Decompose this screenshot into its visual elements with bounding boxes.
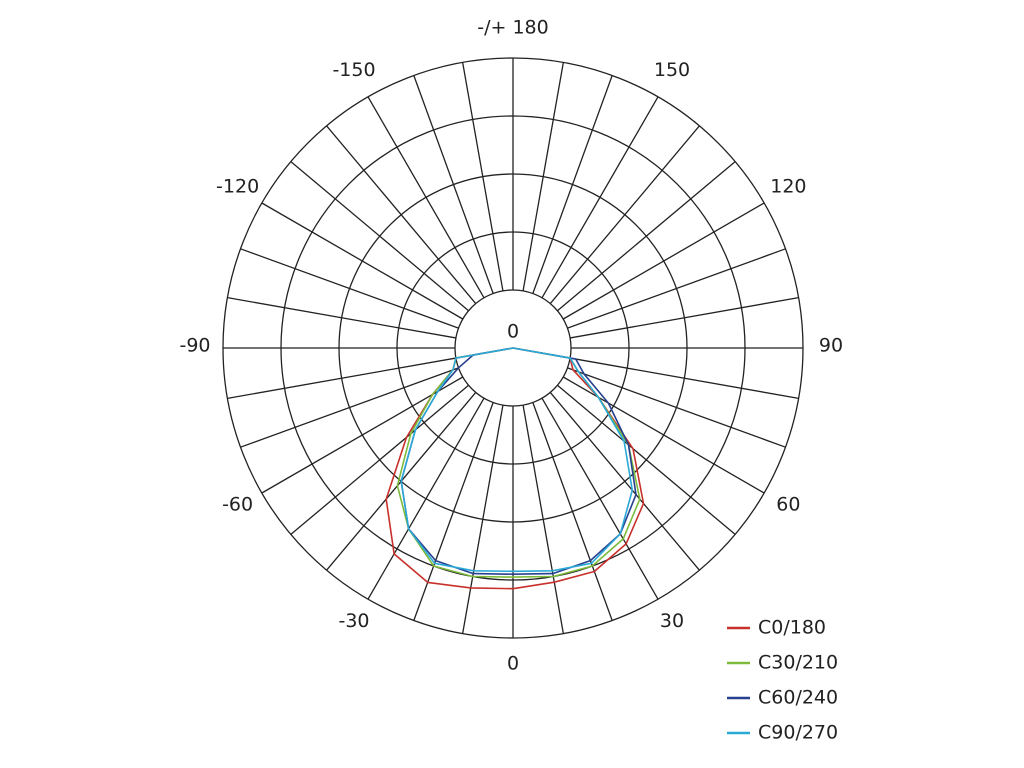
spoke [413, 402, 494, 621]
spoke [227, 297, 456, 339]
spoke [462, 62, 504, 291]
legend-label: C90/270 [758, 722, 838, 744]
spoke [240, 367, 459, 448]
spoke [549, 125, 700, 304]
spoke [367, 96, 485, 299]
spoke [557, 161, 736, 312]
series-line [396, 347, 641, 578]
angle-tick-label: 150 [654, 59, 690, 81]
spoke [570, 357, 799, 399]
spoke [549, 392, 700, 571]
series-line [400, 347, 637, 575]
spoke [367, 397, 485, 600]
angle-tick-label: 30 [660, 610, 684, 632]
spoke [240, 248, 459, 329]
legend-label: C30/210 [758, 652, 838, 674]
spoke [227, 357, 456, 399]
spoke [567, 248, 786, 329]
spoke [562, 376, 765, 494]
grid [222, 57, 804, 639]
spoke [522, 62, 564, 291]
legend-label: C0/180 [758, 617, 826, 639]
spoke [413, 75, 494, 294]
spoke [541, 96, 659, 299]
angle-tick-label: -60 [222, 494, 253, 516]
spoke [541, 397, 659, 600]
angle-tick-label: 0 [507, 653, 519, 675]
spoke [326, 125, 477, 304]
spoke [261, 376, 464, 494]
angle-tick-label: 90 [819, 335, 843, 357]
legend-label: C60/240 [758, 687, 838, 709]
spoke [532, 75, 613, 294]
series-line [400, 347, 634, 573]
spoke [532, 402, 613, 621]
angle-tick-label: 60 [776, 494, 800, 516]
center-label: 0 [507, 321, 519, 343]
spoke [570, 297, 799, 339]
spoke [462, 405, 504, 634]
angle-tick-label: 120 [770, 176, 806, 198]
spoke [261, 202, 464, 320]
angle-tick-label: -30 [338, 610, 369, 632]
spoke [557, 384, 736, 535]
angle-tick-label: -90 [179, 335, 210, 357]
angle-tick-label: -/+ 180 [477, 17, 548, 39]
spoke [290, 161, 469, 312]
angle-tick-label: -120 [216, 176, 259, 198]
spoke [567, 367, 786, 448]
angle-tick-label: -150 [332, 59, 375, 81]
spoke [562, 202, 765, 320]
spoke [290, 384, 469, 535]
spoke [522, 405, 564, 634]
